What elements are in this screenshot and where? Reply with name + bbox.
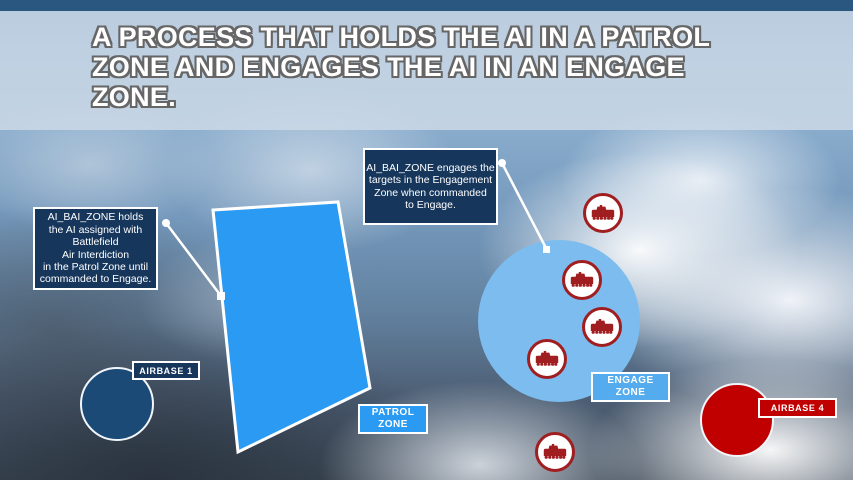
engage-callout-connector-line [500,162,549,251]
slide-title-line-1: A PROCESS THAT HOLDS THE AI IN A PATROL [92,22,711,52]
tank-icon [582,307,622,347]
engage-callout-box: AI_BAI_ZONE engages the targets in the E… [363,148,498,225]
tank-icon [535,432,575,472]
connector-end-square [217,292,225,300]
patrol-zone-shape [211,200,372,455]
hold-callout-box: AI_BAI_ZONE holds the AI assigned with B… [33,207,158,290]
hold-callout-line: in the Patrol Zone until [42,260,149,273]
slide-title-line-3: ZONE. [92,82,177,112]
tank-icon [562,260,602,300]
tank-silhouette [539,436,571,468]
top-accent-bar [0,0,853,11]
engage-zone-label: ENGAGE ZONE [591,372,670,402]
hold-callout-line: AI_BAI_ZONE holds [47,211,144,224]
hold-callout-line: commanded to Engage. [39,273,152,286]
title-band [0,11,853,130]
hold-callout-line: Battlefield [72,236,119,249]
engage-callout-line: targets in the Engagement [368,174,493,187]
patrol-zone-label: PATROL ZONE [358,404,428,434]
hold-callout-connector-line [165,222,222,297]
connector-start-dot [162,219,170,227]
hold-callout-line: Air Interdiction [61,248,130,261]
engage-callout-line: AI_BAI_ZONE engages the [366,161,495,174]
airbase-4-circle [700,383,774,457]
tank-icon [583,193,623,233]
engage-callout-line: to Engage. [405,198,456,211]
slide-title-line-2: ZONE AND ENGAGES THE AI IN AN ENGAGE [92,52,685,82]
airbase-4-label: AIRBASE 4 [758,398,837,418]
airbase-1-circle [80,367,154,441]
tank-icon [527,339,567,379]
connector-end-square [543,246,550,253]
tank-silhouette [587,197,619,229]
hold-callout-line: the AI assigned with [48,223,143,236]
tank-silhouette [566,264,598,296]
airbase-1-label: AIRBASE 1 [132,361,200,380]
slide-title: A PROCESS THAT HOLDS THE AI IN A PATROL … [92,22,812,112]
connector-start-dot [498,159,506,167]
engage-callout-line: Zone when commanded [374,186,487,199]
tank-silhouette [586,311,618,343]
tank-silhouette [531,343,563,375]
